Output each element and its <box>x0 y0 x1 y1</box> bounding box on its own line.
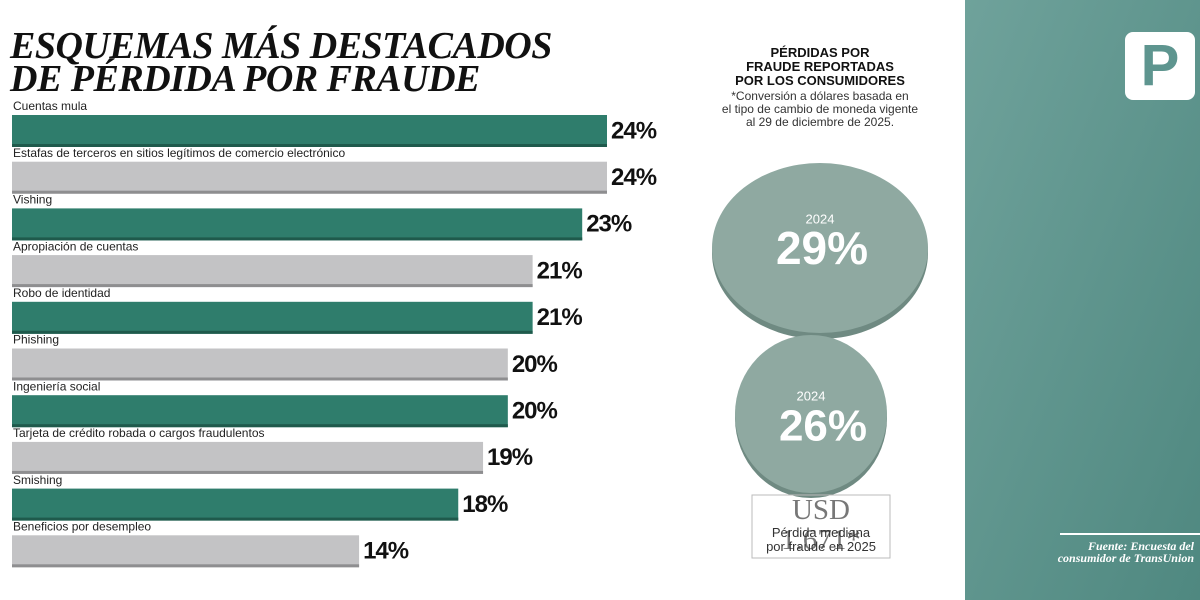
value-label: 24% <box>611 164 657 191</box>
panel-headline: PÉRDIDAS POR FRAUDE REPORTADAS POR LOS C… <box>735 45 905 88</box>
bar-edge <box>12 330 533 334</box>
bar <box>12 441 484 474</box>
bar-edge <box>12 284 533 288</box>
bar <box>12 488 459 521</box>
bar <box>12 115 607 147</box>
bar <box>12 161 607 194</box>
category-label: Ingeniería social <box>13 379 100 393</box>
category-label: Estafas de terceros en sitios legítimos … <box>13 146 345 160</box>
bar <box>12 348 508 381</box>
circle-value: 26% <box>779 402 867 451</box>
panel-note: *Conversión a dólares basada en el tipo … <box>721 89 919 129</box>
bar-edge <box>12 564 360 568</box>
circle-year: 2024 <box>806 211 835 226</box>
category-label: Beneficios por desempleo <box>13 519 151 533</box>
category-label: Tarjeta de crédito robada o cargos fraud… <box>13 426 265 440</box>
bar <box>12 395 508 428</box>
bar <box>12 535 360 568</box>
bar <box>12 208 583 241</box>
bar-edge <box>12 237 583 241</box>
value-label: 19% <box>487 444 533 471</box>
bar-edge <box>12 190 607 194</box>
value-label: 14% <box>363 538 409 565</box>
circle <box>712 163 928 333</box>
value-label: 21% <box>537 304 583 331</box>
bar-edge <box>12 144 607 147</box>
source: Fuente: Encuesta del consumidor de Trans… <box>1057 539 1194 565</box>
category-label: Phishing <box>13 333 59 347</box>
amount-caption: Pérdida mediana por fraude en 2025 <box>766 525 876 554</box>
amount: USD 1.671* <box>781 494 861 556</box>
value-label: 23% <box>586 211 632 238</box>
circle-year: 2024 <box>797 388 826 403</box>
value-label: 18% <box>462 491 508 518</box>
category-label: Smishing <box>13 473 62 487</box>
side-panel <box>965 0 1200 600</box>
bar <box>12 301 533 334</box>
category-label: Vishing <box>13 193 52 207</box>
bar-edge <box>12 377 508 381</box>
value-label: 20% <box>512 398 558 425</box>
bar <box>12 255 533 288</box>
category-label: Apropiación de cuentas <box>13 239 138 253</box>
value-label: 20% <box>512 351 558 378</box>
circle <box>735 335 887 493</box>
value-label: 21% <box>537 257 583 284</box>
circle-value: 29% <box>776 222 868 274</box>
category-label: Robo de identidad <box>13 286 110 300</box>
bar-edge <box>12 517 459 521</box>
value-label: 24% <box>611 117 657 144</box>
logo: P <box>1125 32 1195 100</box>
chart-title: ESQUEMAS MÁS DESTACADOS DE PÉRDIDA POR F… <box>10 25 552 100</box>
bar-edge <box>12 470 484 474</box>
amount-box <box>751 494 891 559</box>
category-label: Cuentas mula <box>13 99 87 113</box>
bar-edge <box>12 424 508 428</box>
